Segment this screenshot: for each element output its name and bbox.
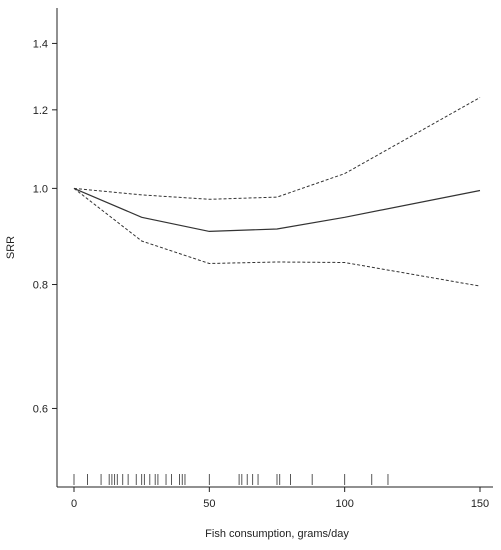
- x-axis-title: Fish consumption, grams/day: [205, 528, 349, 540]
- plot-lines-group: [73, 97, 481, 287]
- y-tick-label: 1.4: [33, 38, 48, 50]
- series-line-upper-ci: [73, 97, 481, 200]
- y-axis-title: SRR: [5, 236, 17, 259]
- x-tick-label: 100: [335, 498, 353, 510]
- x-tick-label: 50: [203, 498, 215, 510]
- rug-group: [73, 474, 389, 485]
- x-tick-label: 150: [471, 498, 489, 510]
- y-tick-label: 1.0: [33, 183, 48, 195]
- series-line-lower-ci: [73, 188, 481, 287]
- x-tick-label: 0: [71, 498, 77, 510]
- axes-group: 0.6 0.8 1.0 1.2 1.4 0 50 100 150: [33, 8, 493, 510]
- series-line-estimate: [73, 187, 481, 233]
- y-tick-label: 1.2: [33, 105, 48, 117]
- y-tick-label: 0.6: [33, 403, 48, 415]
- y-tick-label: 0.8: [33, 280, 48, 292]
